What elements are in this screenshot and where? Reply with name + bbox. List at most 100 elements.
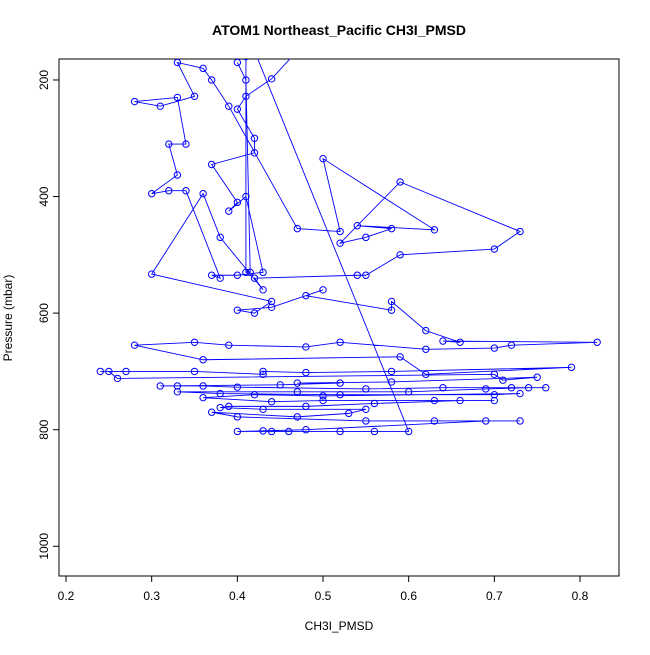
data-point — [113, 374, 122, 383]
data-point — [319, 392, 327, 400]
data-point — [250, 274, 259, 282]
data-point — [490, 344, 499, 352]
data-point — [259, 405, 267, 414]
data-point — [199, 356, 207, 364]
data-point — [216, 233, 224, 242]
data-point — [199, 393, 207, 402]
data-point — [182, 187, 190, 195]
data-point — [396, 251, 404, 259]
data-point — [387, 306, 396, 314]
data-point — [336, 379, 344, 387]
data-point — [199, 189, 207, 198]
data-point — [507, 384, 516, 392]
data-point — [362, 417, 370, 425]
plot-area — [96, 48, 601, 436]
data-point — [190, 367, 199, 376]
data-point — [173, 59, 182, 67]
data-point — [456, 338, 464, 346]
data-point — [216, 389, 224, 398]
data-point — [293, 224, 302, 233]
y-tick-label: 400 — [37, 186, 51, 206]
data-point — [319, 286, 327, 294]
data-point — [242, 76, 250, 84]
data-point — [294, 48, 300, 54]
data-point — [430, 417, 439, 425]
data-point — [233, 105, 242, 113]
data-point — [165, 187, 173, 195]
data-point — [225, 341, 233, 349]
data-point — [524, 384, 533, 392]
data-point — [490, 370, 499, 379]
data-point — [490, 396, 499, 405]
data-point — [122, 367, 130, 376]
data-point — [233, 306, 242, 314]
data-point — [387, 367, 396, 376]
data-point — [302, 343, 310, 351]
data-point — [207, 160, 216, 169]
data-point — [250, 149, 259, 157]
data-point — [251, 48, 257, 54]
data-point — [404, 388, 413, 396]
data-point — [387, 378, 396, 386]
data-point — [439, 337, 447, 345]
data-point — [490, 245, 499, 253]
data-point — [456, 396, 464, 405]
data-point — [302, 368, 310, 377]
data-point — [516, 227, 524, 236]
data-point — [156, 382, 164, 390]
data-point — [242, 192, 250, 201]
data-point — [353, 271, 361, 279]
data-point — [319, 396, 327, 405]
data-point — [593, 338, 601, 346]
data-point — [105, 367, 113, 376]
data-point — [225, 207, 233, 215]
data-point — [165, 140, 173, 148]
data-point — [233, 427, 242, 436]
data-point — [387, 224, 396, 233]
data-point — [233, 198, 242, 207]
data-point — [285, 427, 293, 436]
data-point — [302, 291, 310, 300]
data-point — [404, 427, 413, 436]
data-point — [533, 373, 541, 381]
data-point — [439, 384, 447, 392]
data-point — [319, 154, 327, 163]
x-tick-label: 0.4 — [229, 589, 246, 603]
data-point — [336, 239, 344, 247]
data-point — [173, 93, 182, 102]
data-point — [430, 396, 439, 405]
data-point — [233, 59, 242, 67]
data-point — [293, 413, 302, 421]
data-point — [336, 227, 344, 236]
x-tick-label: 0.3 — [143, 589, 160, 603]
data-point — [250, 391, 259, 399]
data-point — [362, 233, 370, 242]
data-point — [490, 391, 499, 399]
y-axis-label: Pressure (mbar) — [1, 275, 15, 362]
data-point — [267, 75, 276, 83]
x-axis-label: CH3I_PMSD — [305, 619, 374, 633]
data-point — [147, 270, 156, 278]
data-line — [100, 59, 598, 432]
y-tick-label: 1000 — [37, 533, 51, 560]
data-point — [362, 405, 370, 414]
data-point — [267, 398, 276, 406]
plot-frame — [58, 58, 620, 577]
data-point — [293, 388, 302, 396]
data-point — [499, 376, 507, 384]
data-point — [370, 399, 379, 408]
data-point — [267, 297, 276, 306]
data-point — [422, 345, 430, 353]
data-point — [207, 408, 216, 416]
data-point — [250, 134, 259, 142]
data-point — [422, 370, 430, 379]
data-point — [233, 383, 242, 391]
data-point — [147, 189, 156, 198]
data-point — [173, 388, 182, 396]
data-point — [225, 102, 233, 110]
data-point — [199, 64, 207, 73]
data-point — [190, 338, 199, 346]
data-point — [396, 353, 404, 361]
chart-title: ATOM1 Northeast_Pacific CH3I_PMSD — [212, 22, 466, 38]
